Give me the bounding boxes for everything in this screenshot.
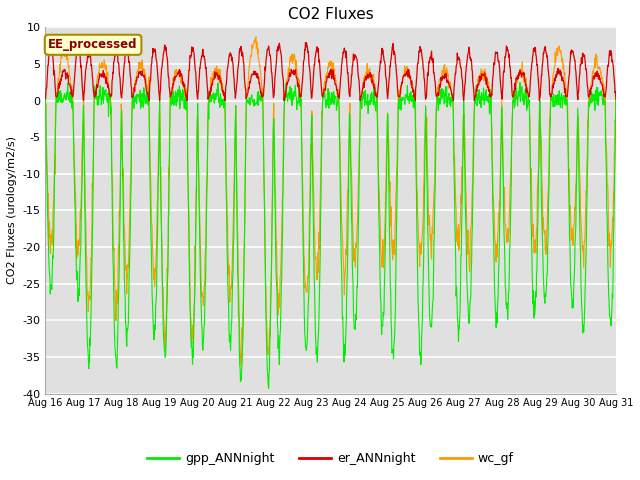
Text: EE_processed: EE_processed (49, 38, 138, 51)
Title: CO2 Fluxes: CO2 Fluxes (288, 7, 374, 22)
Y-axis label: CO2 Fluxes (urology/m2/s): CO2 Fluxes (urology/m2/s) (7, 136, 17, 285)
Legend: gpp_ANNnight, er_ANNnight, wc_gf: gpp_ANNnight, er_ANNnight, wc_gf (143, 447, 519, 470)
